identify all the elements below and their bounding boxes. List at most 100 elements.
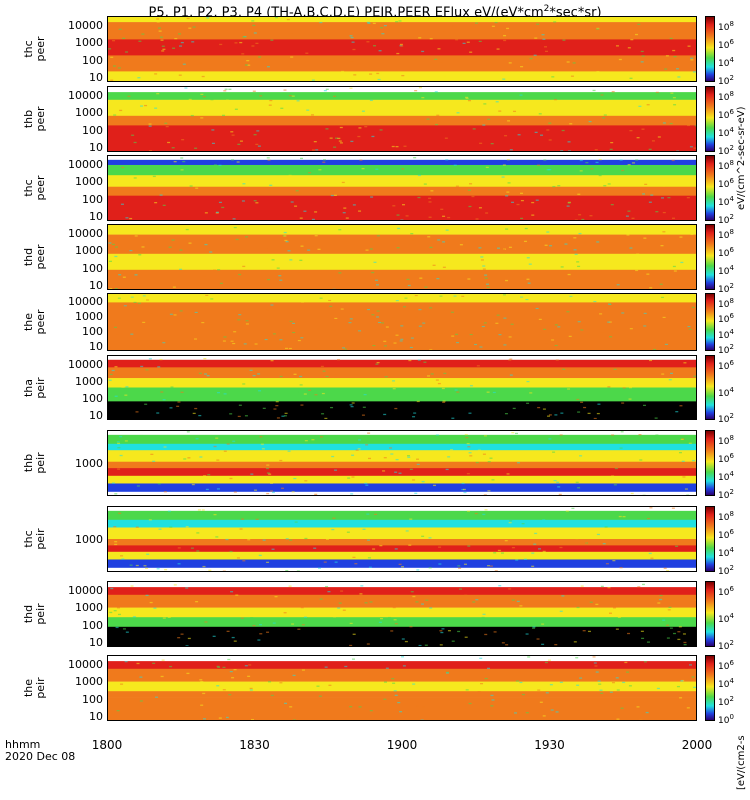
speckle bbox=[313, 141, 317, 143]
speckle bbox=[215, 393, 219, 395]
speckle bbox=[622, 681, 626, 684]
speckle bbox=[553, 479, 557, 482]
speckle bbox=[474, 22, 478, 24]
speckle bbox=[562, 368, 566, 370]
speckle bbox=[575, 657, 579, 659]
speckle bbox=[238, 273, 242, 276]
speckle bbox=[293, 477, 297, 480]
speckle bbox=[226, 630, 230, 632]
speckle bbox=[439, 333, 443, 335]
speckle bbox=[486, 391, 490, 393]
speckle bbox=[465, 689, 469, 691]
speckle bbox=[207, 67, 211, 70]
speckle bbox=[198, 414, 202, 417]
speckle bbox=[640, 630, 644, 632]
speckle bbox=[414, 295, 418, 297]
speckle bbox=[523, 699, 527, 702]
speckle bbox=[362, 528, 366, 530]
speckle bbox=[367, 557, 371, 559]
speckle bbox=[253, 134, 257, 136]
speckle bbox=[498, 585, 502, 587]
speckle bbox=[629, 130, 633, 132]
speckle bbox=[402, 204, 405, 206]
speckle bbox=[296, 570, 300, 571]
speckle bbox=[520, 296, 524, 298]
speckle bbox=[152, 175, 156, 178]
speckle bbox=[351, 476, 355, 478]
speckle bbox=[347, 477, 351, 479]
speckle bbox=[631, 217, 635, 219]
speckle bbox=[609, 336, 613, 338]
speckle bbox=[594, 665, 598, 667]
speckle bbox=[408, 544, 412, 546]
speckle bbox=[649, 287, 653, 289]
speckle bbox=[406, 278, 410, 281]
speckle bbox=[450, 311, 454, 313]
speckle bbox=[294, 521, 298, 523]
speckle bbox=[442, 400, 446, 402]
speckle bbox=[384, 349, 388, 350]
speckle bbox=[204, 621, 208, 623]
speckle bbox=[304, 537, 308, 540]
speckle bbox=[205, 488, 209, 491]
speckle bbox=[392, 682, 396, 684]
speckle bbox=[369, 601, 373, 603]
speckle bbox=[414, 90, 418, 92]
speckle bbox=[242, 560, 246, 562]
speckle bbox=[557, 185, 561, 187]
speckle bbox=[536, 23, 540, 25]
speckle bbox=[176, 119, 180, 122]
speckle bbox=[345, 217, 349, 219]
speckle bbox=[596, 241, 600, 243]
speckle bbox=[589, 215, 593, 217]
speckle bbox=[279, 375, 283, 378]
speckle bbox=[245, 236, 249, 238]
speckle bbox=[441, 628, 445, 630]
y-tick-label: 10000 bbox=[68, 227, 103, 241]
speckle bbox=[129, 249, 133, 252]
speckle bbox=[428, 201, 432, 203]
speckle bbox=[301, 466, 305, 468]
speckle bbox=[484, 677, 488, 680]
speckle bbox=[205, 267, 209, 269]
x-tick-label: 1830 bbox=[239, 738, 270, 752]
speckle bbox=[597, 680, 601, 682]
speckle bbox=[225, 716, 229, 719]
speckle bbox=[132, 616, 136, 618]
speckle bbox=[531, 214, 535, 216]
speckle bbox=[358, 210, 362, 212]
speckle bbox=[689, 664, 693, 666]
speckle bbox=[180, 299, 184, 301]
speckle bbox=[171, 239, 175, 241]
x-tick-label: 1930 bbox=[534, 738, 565, 752]
speckle bbox=[254, 489, 257, 491]
speckle bbox=[341, 181, 345, 184]
speckle bbox=[546, 169, 550, 171]
speckle bbox=[249, 369, 253, 371]
speckle bbox=[689, 446, 693, 448]
energy-band-6 bbox=[108, 697, 696, 720]
speckle bbox=[321, 392, 325, 395]
speckle bbox=[351, 454, 355, 456]
energy-band-1 bbox=[108, 294, 696, 303]
speckle bbox=[692, 71, 696, 73]
speckle bbox=[589, 601, 593, 603]
speckle bbox=[232, 440, 236, 442]
speckle bbox=[347, 556, 351, 558]
speckle bbox=[185, 556, 189, 558]
speckle bbox=[246, 543, 250, 545]
speckle bbox=[480, 259, 484, 261]
speckle bbox=[338, 140, 342, 142]
speckle bbox=[443, 372, 447, 375]
speckle bbox=[635, 33, 638, 36]
speckle bbox=[457, 565, 461, 567]
speckle bbox=[515, 432, 519, 435]
speckle bbox=[234, 42, 238, 44]
speckle bbox=[299, 375, 303, 378]
speckle bbox=[131, 134, 135, 136]
speckle bbox=[693, 147, 696, 149]
speckle bbox=[372, 45, 376, 47]
speckle bbox=[680, 261, 684, 264]
speckle bbox=[351, 402, 355, 404]
speckle bbox=[213, 445, 217, 448]
